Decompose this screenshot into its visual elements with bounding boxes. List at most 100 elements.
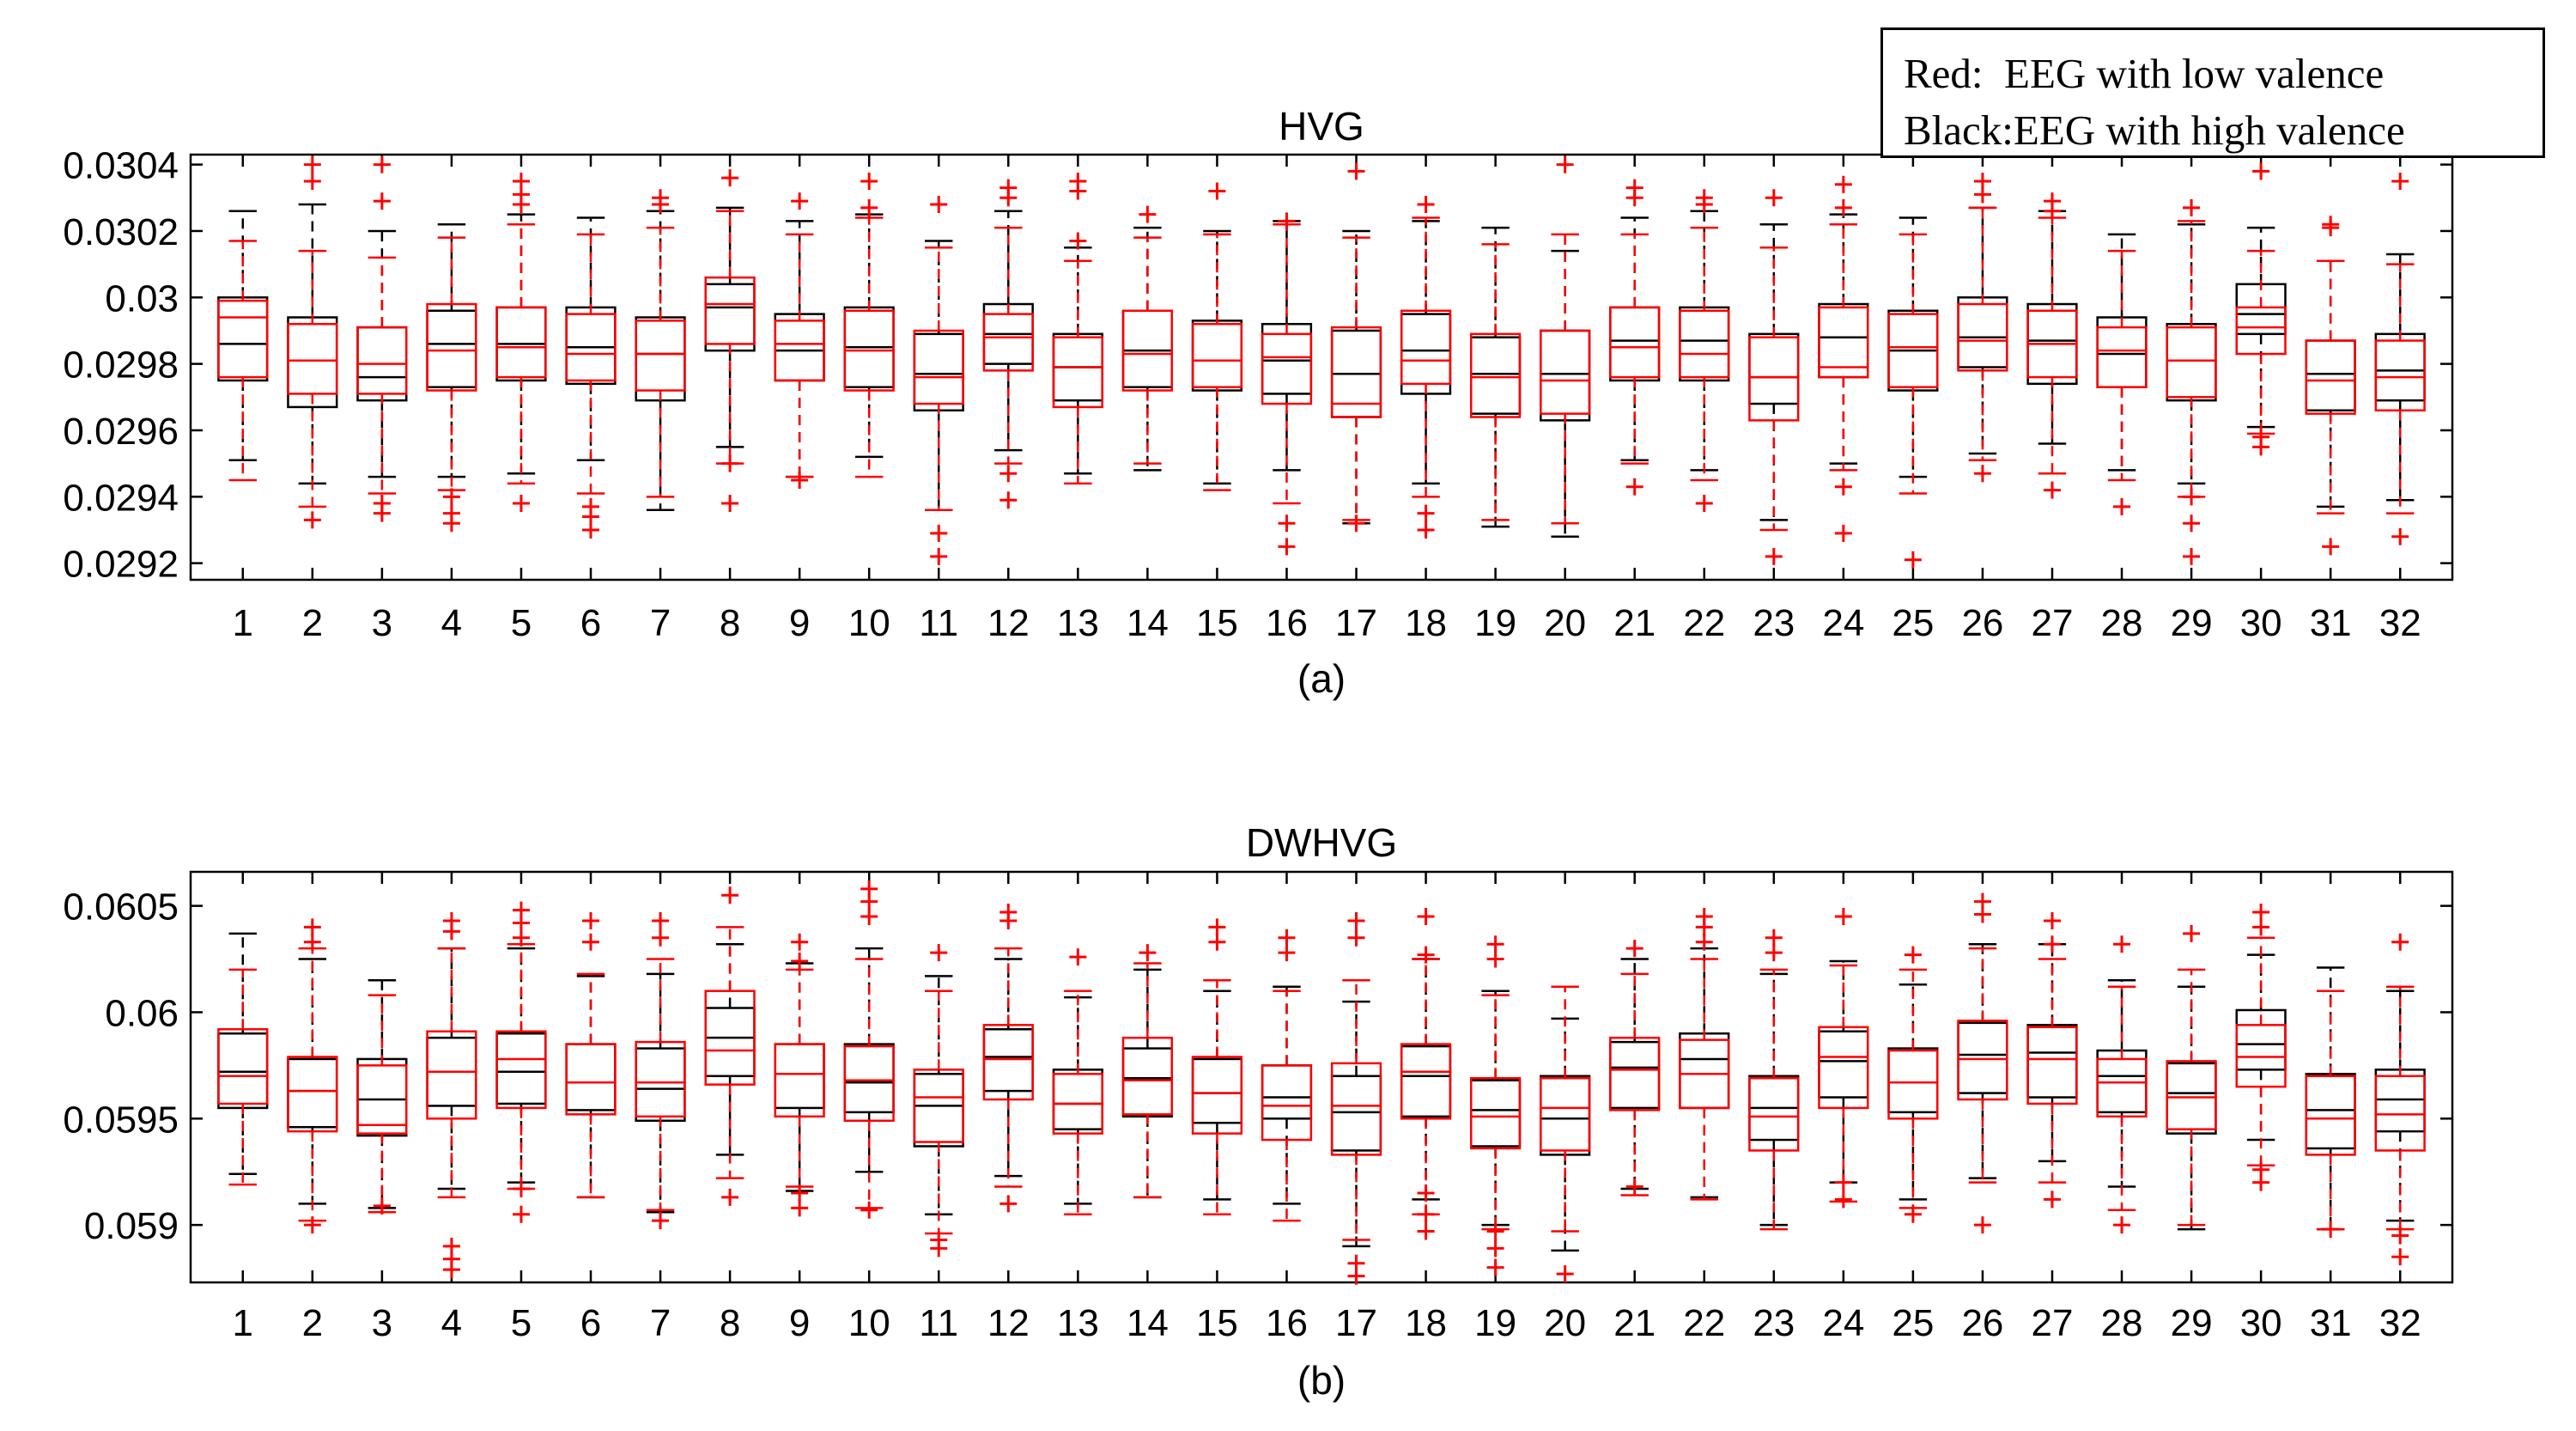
box-iqr (913, 329, 964, 405)
x-tick-label: 30 (2240, 602, 2282, 644)
box-low-ch16 (1261, 929, 1313, 1222)
box-low-ch31 (2305, 216, 2356, 556)
box-low-ch27 (2026, 192, 2078, 499)
box-low-ch18 (1400, 908, 1452, 1240)
box-iqr (1191, 322, 1243, 388)
outlier-marker (2043, 481, 2061, 499)
outlier-marker (860, 172, 878, 190)
box-low-ch22 (1679, 189, 1730, 513)
box-low-ch12 (982, 904, 1034, 1213)
box-iqr (565, 1043, 617, 1116)
x-tick-label: 9 (789, 1302, 810, 1344)
box-iqr (1330, 326, 1382, 418)
x-tick-label: 13 (1057, 1302, 1099, 1344)
box-low-ch24 (1818, 908, 1869, 1209)
x-tick-label: 20 (1544, 602, 1586, 644)
box-iqr (1818, 1026, 1869, 1110)
outlier-marker (303, 172, 321, 190)
outlier-marker (2183, 515, 2201, 533)
box-iqr (635, 1047, 686, 1123)
outlier-marker (442, 923, 460, 941)
box-iqr (2096, 1057, 2148, 1118)
box-iqr (1261, 332, 1313, 405)
x-tick-label: 24 (1822, 1302, 1864, 1344)
box-low-ch10 (843, 880, 895, 1219)
x-tick-label: 28 (2101, 1302, 2143, 1344)
box-low-ch14 (1121, 944, 1174, 1199)
box-iqr (704, 990, 756, 1086)
box-iqr (635, 1040, 686, 1118)
box-high-ch18 (1400, 958, 1452, 1201)
outlier-marker (652, 1212, 670, 1230)
outlier-marker (1278, 538, 1296, 556)
box-high-ch4 (426, 947, 477, 1190)
x-tick-label: 21 (1613, 602, 1656, 644)
outlier-marker (2322, 219, 2340, 237)
box-iqr (1261, 1064, 1313, 1120)
legend-red-entry: Red: EEG with low valence (1904, 50, 2385, 97)
outlier-marker (930, 1239, 948, 1257)
outlier-marker (373, 155, 391, 174)
box-iqr (1540, 329, 1591, 422)
x-tick-label: 16 (1266, 1302, 1308, 1344)
box-low-ch2 (287, 155, 338, 529)
box-iqr (1679, 309, 1730, 379)
outlier-marker (1417, 1222, 1435, 1240)
box-iqr (1540, 1075, 1591, 1156)
box-low-ch8 (704, 169, 756, 513)
outlier-marker (303, 155, 321, 174)
outlier-marker (791, 953, 809, 971)
box-iqr (1400, 309, 1452, 386)
box-low-ch3 (356, 155, 408, 522)
x-tick-label: 7 (650, 602, 671, 644)
x-tick-label: 22 (1683, 602, 1725, 644)
outlier-marker (1417, 521, 1435, 539)
box-low-ch25 (1887, 233, 1939, 569)
box-iqr (2305, 339, 2356, 415)
box-iqr (217, 296, 269, 382)
box-iqr (1121, 309, 1174, 392)
outlier-marker (791, 471, 809, 489)
x-tick-label: 31 (2310, 602, 2352, 644)
x-tick-label: 11 (919, 602, 958, 644)
outlier-marker (2183, 488, 2201, 506)
outlier-marker (442, 1261, 460, 1279)
box-low-ch28 (2096, 249, 2148, 515)
box-iqr (1748, 1076, 1800, 1152)
box-iqr (426, 309, 477, 388)
box-low-ch26 (1957, 172, 2008, 483)
outlier-marker (1069, 232, 1087, 250)
outlier-marker (1278, 212, 1296, 230)
outlier-marker (512, 914, 530, 932)
box-iqr (1469, 336, 1522, 415)
outlier-marker (1834, 524, 1852, 542)
box-iqr (704, 276, 756, 345)
outlier-marker (2043, 935, 2061, 953)
x-tick-label: 32 (2379, 602, 2421, 644)
legend-black-entry: Black:EEG with high valence (1904, 107, 2405, 154)
chart-caption: (b) (1297, 1358, 1346, 1403)
box-low-ch29 (2166, 198, 2217, 565)
box-iqr (1679, 306, 1730, 382)
box-iqr (1818, 1030, 1869, 1099)
box-iqr (1887, 313, 1939, 388)
box-low-ch12 (982, 179, 1034, 509)
outlier-marker (2391, 172, 2409, 190)
x-tick-label: 8 (720, 1302, 740, 1344)
outlier-marker (1486, 1258, 1504, 1276)
box-iqr (426, 302, 477, 392)
box-iqr (495, 306, 547, 379)
box-iqr (704, 283, 756, 352)
box-iqr (1400, 313, 1452, 395)
x-tick-label: 27 (2032, 602, 2074, 644)
box-low-ch8 (704, 886, 756, 1206)
x-tick-label: 11 (919, 1302, 958, 1344)
box-low-ch11 (913, 196, 964, 565)
box-low-ch32 (2374, 172, 2426, 545)
y-tick-label: 0.0292 (63, 544, 179, 586)
x-tick-label: 24 (1822, 602, 1864, 644)
box-high-ch14 (1121, 968, 1174, 1199)
box-low-ch9 (774, 933, 825, 1217)
box-low-ch20 (1540, 155, 1591, 525)
